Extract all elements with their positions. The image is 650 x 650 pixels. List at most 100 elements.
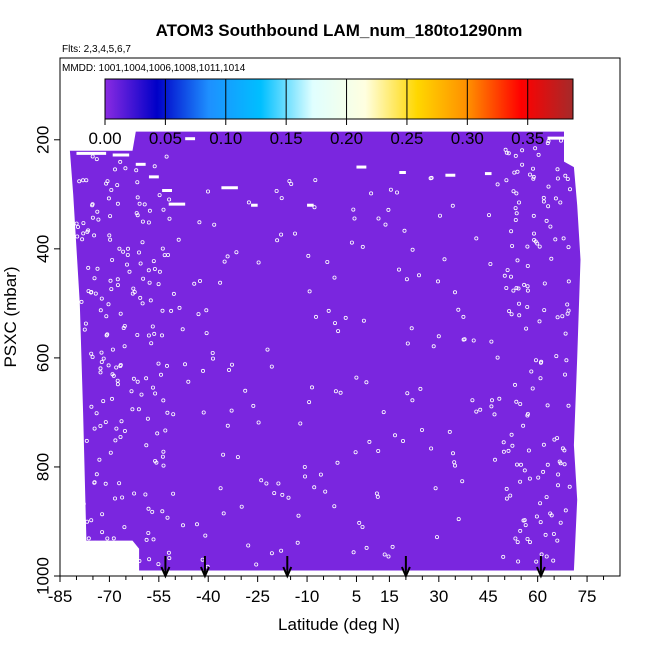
sample-point bbox=[489, 398, 494, 403]
x-tick-label: 30 bbox=[429, 587, 448, 606]
sample-point bbox=[139, 392, 144, 397]
sample-point bbox=[332, 321, 337, 326]
sample-point bbox=[160, 246, 165, 251]
dates-label: MMDD: 1001,1004,1006,1008,1011,1014 bbox=[62, 63, 246, 74]
sample-point bbox=[118, 434, 123, 439]
sample-point bbox=[546, 184, 551, 189]
sample-point bbox=[530, 386, 535, 391]
sample-point bbox=[388, 187, 393, 192]
sample-point bbox=[538, 501, 543, 506]
sample-point bbox=[364, 380, 369, 385]
sample-point bbox=[93, 540, 98, 545]
sample-point bbox=[218, 486, 223, 491]
sample-point bbox=[98, 370, 103, 375]
sample-point bbox=[352, 216, 357, 221]
sample-point bbox=[558, 200, 563, 205]
sample-point bbox=[259, 478, 264, 483]
sample-point bbox=[369, 191, 374, 196]
sample-point bbox=[353, 450, 358, 455]
sample-point bbox=[163, 428, 168, 433]
sample-point bbox=[456, 307, 461, 312]
sample-point bbox=[452, 290, 457, 295]
sample-point bbox=[513, 382, 518, 387]
sample-point bbox=[106, 302, 111, 307]
sample-point bbox=[269, 551, 274, 556]
sample-point bbox=[99, 359, 104, 364]
sample-point bbox=[205, 189, 210, 194]
sample-point bbox=[86, 265, 91, 270]
sample-point bbox=[516, 286, 521, 291]
sample-point bbox=[98, 366, 103, 371]
sample-point bbox=[89, 518, 94, 523]
sample-point bbox=[110, 372, 115, 377]
sample-point bbox=[146, 220, 151, 225]
sample-point bbox=[525, 537, 530, 542]
sample-point bbox=[313, 314, 318, 319]
sample-point bbox=[192, 281, 197, 286]
sample-point bbox=[561, 236, 566, 241]
sample-point bbox=[101, 399, 106, 404]
sample-point bbox=[81, 221, 86, 226]
sample-point bbox=[81, 231, 86, 236]
sample-point bbox=[296, 513, 301, 518]
y-axis: 200 400 600 800 1000 bbox=[33, 126, 60, 595]
sample-point bbox=[131, 286, 136, 291]
sample-point bbox=[452, 460, 457, 465]
sample-point bbox=[77, 402, 82, 407]
sample-point bbox=[176, 237, 181, 242]
sample-point bbox=[502, 273, 507, 278]
sample-point bbox=[90, 354, 95, 359]
sample-point bbox=[434, 535, 439, 540]
sample-point bbox=[435, 279, 440, 284]
sample-point bbox=[80, 551, 85, 556]
sample-point bbox=[115, 201, 120, 206]
sample-point bbox=[543, 532, 548, 537]
sample-point bbox=[564, 358, 569, 363]
sample-point bbox=[495, 182, 500, 187]
sample-point bbox=[461, 314, 466, 319]
sample-point bbox=[109, 287, 114, 292]
sample-point bbox=[99, 350, 104, 355]
sample-point bbox=[367, 439, 372, 444]
flight-tracks-layer bbox=[76, 136, 564, 207]
sample-point bbox=[144, 537, 149, 542]
sample-point bbox=[555, 176, 560, 181]
sample-point bbox=[166, 550, 171, 555]
sample-point bbox=[525, 244, 530, 249]
sample-point bbox=[405, 341, 410, 346]
sample-point bbox=[558, 520, 563, 525]
sample-point bbox=[90, 563, 95, 568]
sample-point bbox=[433, 486, 438, 491]
sample-point bbox=[470, 398, 475, 403]
sample-point bbox=[134, 168, 139, 173]
sample-point bbox=[165, 410, 170, 415]
sample-point bbox=[92, 276, 97, 281]
sample-point bbox=[171, 412, 176, 417]
sample-point bbox=[361, 318, 366, 323]
sample-point bbox=[129, 389, 134, 394]
sample-point bbox=[108, 278, 113, 283]
sample-point bbox=[149, 341, 154, 346]
sample-point bbox=[94, 411, 99, 416]
y-tick-label: 800 bbox=[33, 453, 52, 481]
sample-point bbox=[221, 452, 226, 457]
sample-point bbox=[110, 347, 115, 352]
sample-point bbox=[204, 308, 209, 313]
sample-point bbox=[104, 314, 109, 319]
sample-point bbox=[103, 420, 108, 425]
sample-point bbox=[501, 449, 506, 454]
sample-point bbox=[218, 280, 223, 285]
sample-point bbox=[419, 427, 424, 432]
sample-point bbox=[528, 172, 533, 177]
sample-point bbox=[302, 474, 307, 479]
sample-point bbox=[162, 253, 167, 258]
sample-point bbox=[135, 195, 140, 200]
sample-point bbox=[436, 334, 441, 339]
sample-point bbox=[360, 244, 365, 249]
sample-point bbox=[489, 404, 494, 409]
sample-point bbox=[115, 277, 120, 282]
sample-point bbox=[338, 390, 343, 395]
x-tick-label: -40 bbox=[196, 587, 221, 606]
sample-point bbox=[156, 562, 161, 567]
sample-point bbox=[501, 554, 506, 559]
